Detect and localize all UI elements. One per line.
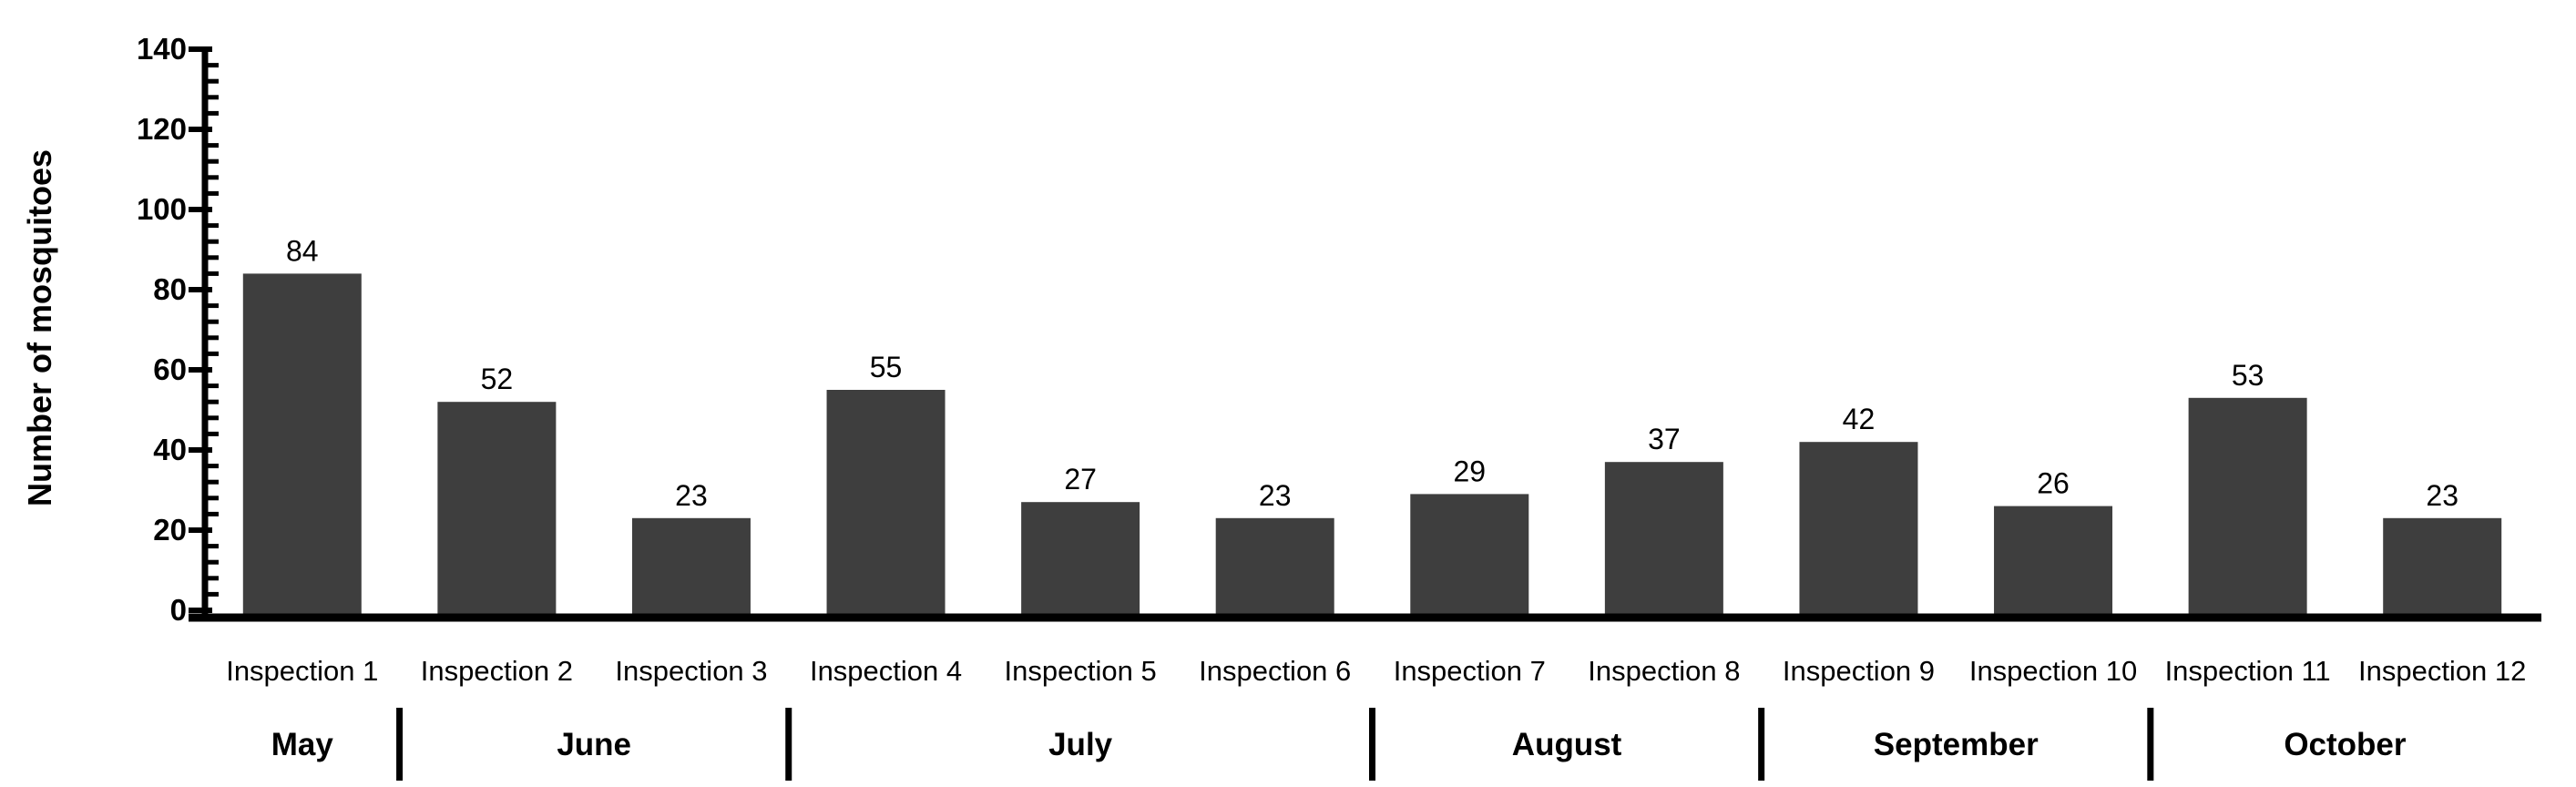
x-category-label-7: Inspection 7 — [1394, 655, 1546, 687]
bar-inspection-4 — [826, 390, 946, 618]
bar-inspection-1 — [242, 273, 362, 618]
bar-inspection-2 — [437, 402, 557, 618]
bar-value-label-11: 53 — [2232, 359, 2264, 392]
x-category-label-9: Inspection 9 — [1783, 655, 1935, 687]
x-category-label-5: Inspection 5 — [1005, 655, 1157, 687]
x-category-label-8: Inspection 8 — [1588, 655, 1740, 687]
bar-inspection-10 — [1994, 506, 2113, 618]
y-tick-label-100: 100 — [137, 192, 187, 226]
bar-inspection-7 — [1410, 494, 1529, 618]
x-category-label-10: Inspection 10 — [1969, 655, 2137, 687]
bar-value-label-1: 84 — [286, 234, 319, 267]
bar-inspection-9 — [1799, 442, 1918, 618]
bar-inspection-12 — [2383, 517, 2502, 618]
bar-inspection-3 — [631, 517, 751, 618]
bar-value-label-10: 26 — [2037, 467, 2070, 500]
month-label-august: August — [1512, 727, 1622, 762]
y-tick-label-40: 40 — [153, 433, 187, 466]
y-tick-label-80: 80 — [153, 272, 187, 306]
bar-value-label-7: 29 — [1453, 455, 1486, 487]
bar-value-label-4: 55 — [870, 351, 903, 383]
bar-value-label-9: 42 — [1843, 403, 1876, 435]
x-category-label-4: Inspection 4 — [810, 655, 962, 687]
bar-value-label-3: 23 — [675, 479, 708, 512]
month-label-october: October — [2284, 727, 2407, 762]
month-label-may: May — [271, 727, 334, 762]
month-label-july: July — [1048, 727, 1113, 762]
x-category-label-6: Inspection 6 — [1199, 655, 1351, 687]
y-tick-label-140: 140 — [137, 32, 187, 66]
bar-inspection-11 — [2188, 397, 2307, 618]
month-label-september: September — [1874, 727, 2039, 762]
y-tick-label-120: 120 — [137, 112, 187, 146]
month-label-june: June — [557, 727, 631, 762]
bar-inspection-6 — [1215, 517, 1334, 618]
bar-value-label-5: 27 — [1064, 463, 1097, 496]
y-tick-label-0: 0 — [170, 593, 187, 627]
y-tick-label-20: 20 — [153, 513, 187, 547]
y-tick-label-60: 60 — [153, 353, 187, 386]
bar-inspection-8 — [1604, 462, 1723, 618]
x-category-label-12: Inspection 12 — [2358, 655, 2526, 687]
x-category-label-2: Inspection 2 — [421, 655, 573, 687]
x-category-label-1: Inspection 1 — [226, 655, 378, 687]
bar-value-label-6: 23 — [1259, 479, 1292, 512]
bar-inspection-5 — [1021, 502, 1140, 618]
x-category-label-11: Inspection 11 — [2165, 655, 2331, 687]
bar-value-label-12: 23 — [2426, 479, 2458, 512]
bar-value-label-2: 52 — [481, 363, 514, 395]
bar-value-label-8: 37 — [1648, 423, 1681, 455]
y-axis-title: Number of mosquitoes — [21, 149, 58, 506]
x-category-label-3: Inspection 3 — [615, 655, 767, 687]
